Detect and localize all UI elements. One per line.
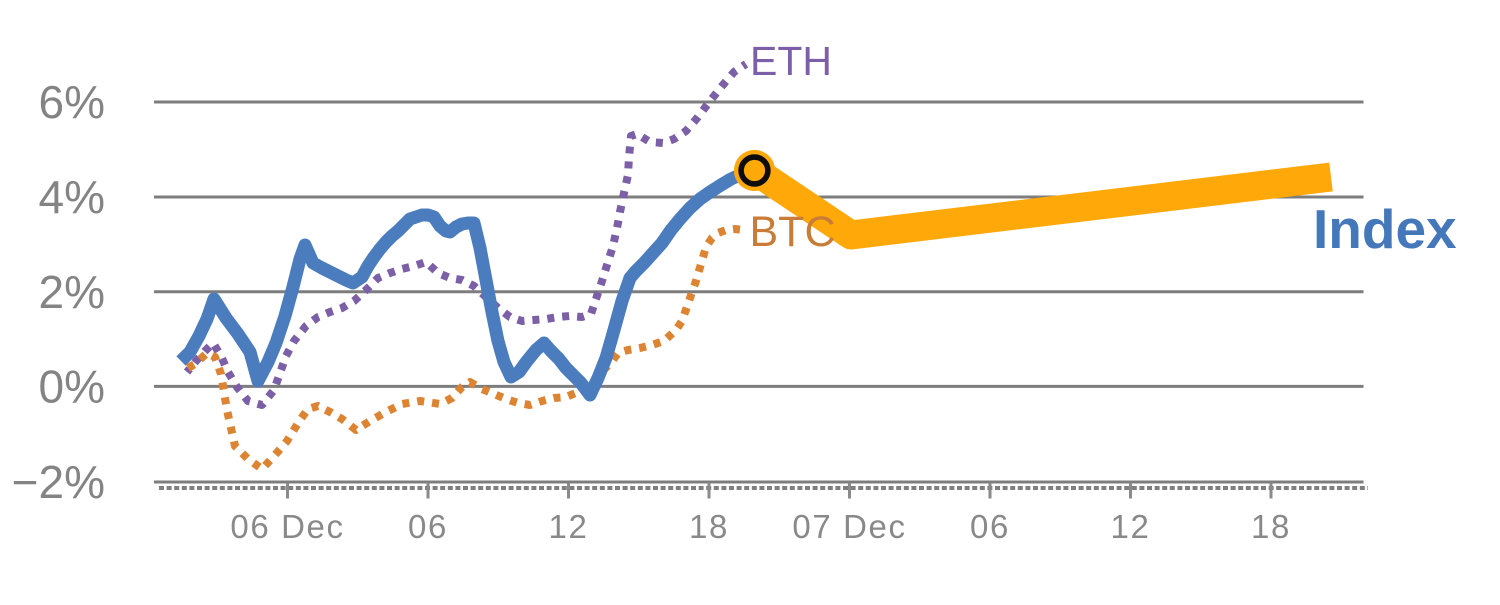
svg-text:0%: 0%: [39, 360, 105, 412]
svg-text:6%: 6%: [39, 76, 105, 128]
svg-text:12: 12: [549, 508, 589, 545]
svg-text:07 Dec: 07 Dec: [792, 508, 906, 545]
svg-text:06 Dec: 06 Dec: [230, 508, 344, 545]
svg-text:2%: 2%: [39, 266, 105, 318]
svg-text:12: 12: [1111, 508, 1151, 545]
svg-text:06: 06: [408, 508, 448, 545]
svg-text:18: 18: [1251, 508, 1291, 545]
svg-text:Index: Index: [1313, 198, 1457, 260]
svg-text:BTC: BTC: [750, 208, 836, 256]
svg-text:06: 06: [970, 508, 1010, 545]
svg-text:4%: 4%: [39, 171, 105, 223]
svg-text:−2%: −2%: [12, 456, 105, 508]
svg-text:ETH: ETH: [750, 38, 832, 84]
svg-text:18: 18: [689, 508, 729, 545]
